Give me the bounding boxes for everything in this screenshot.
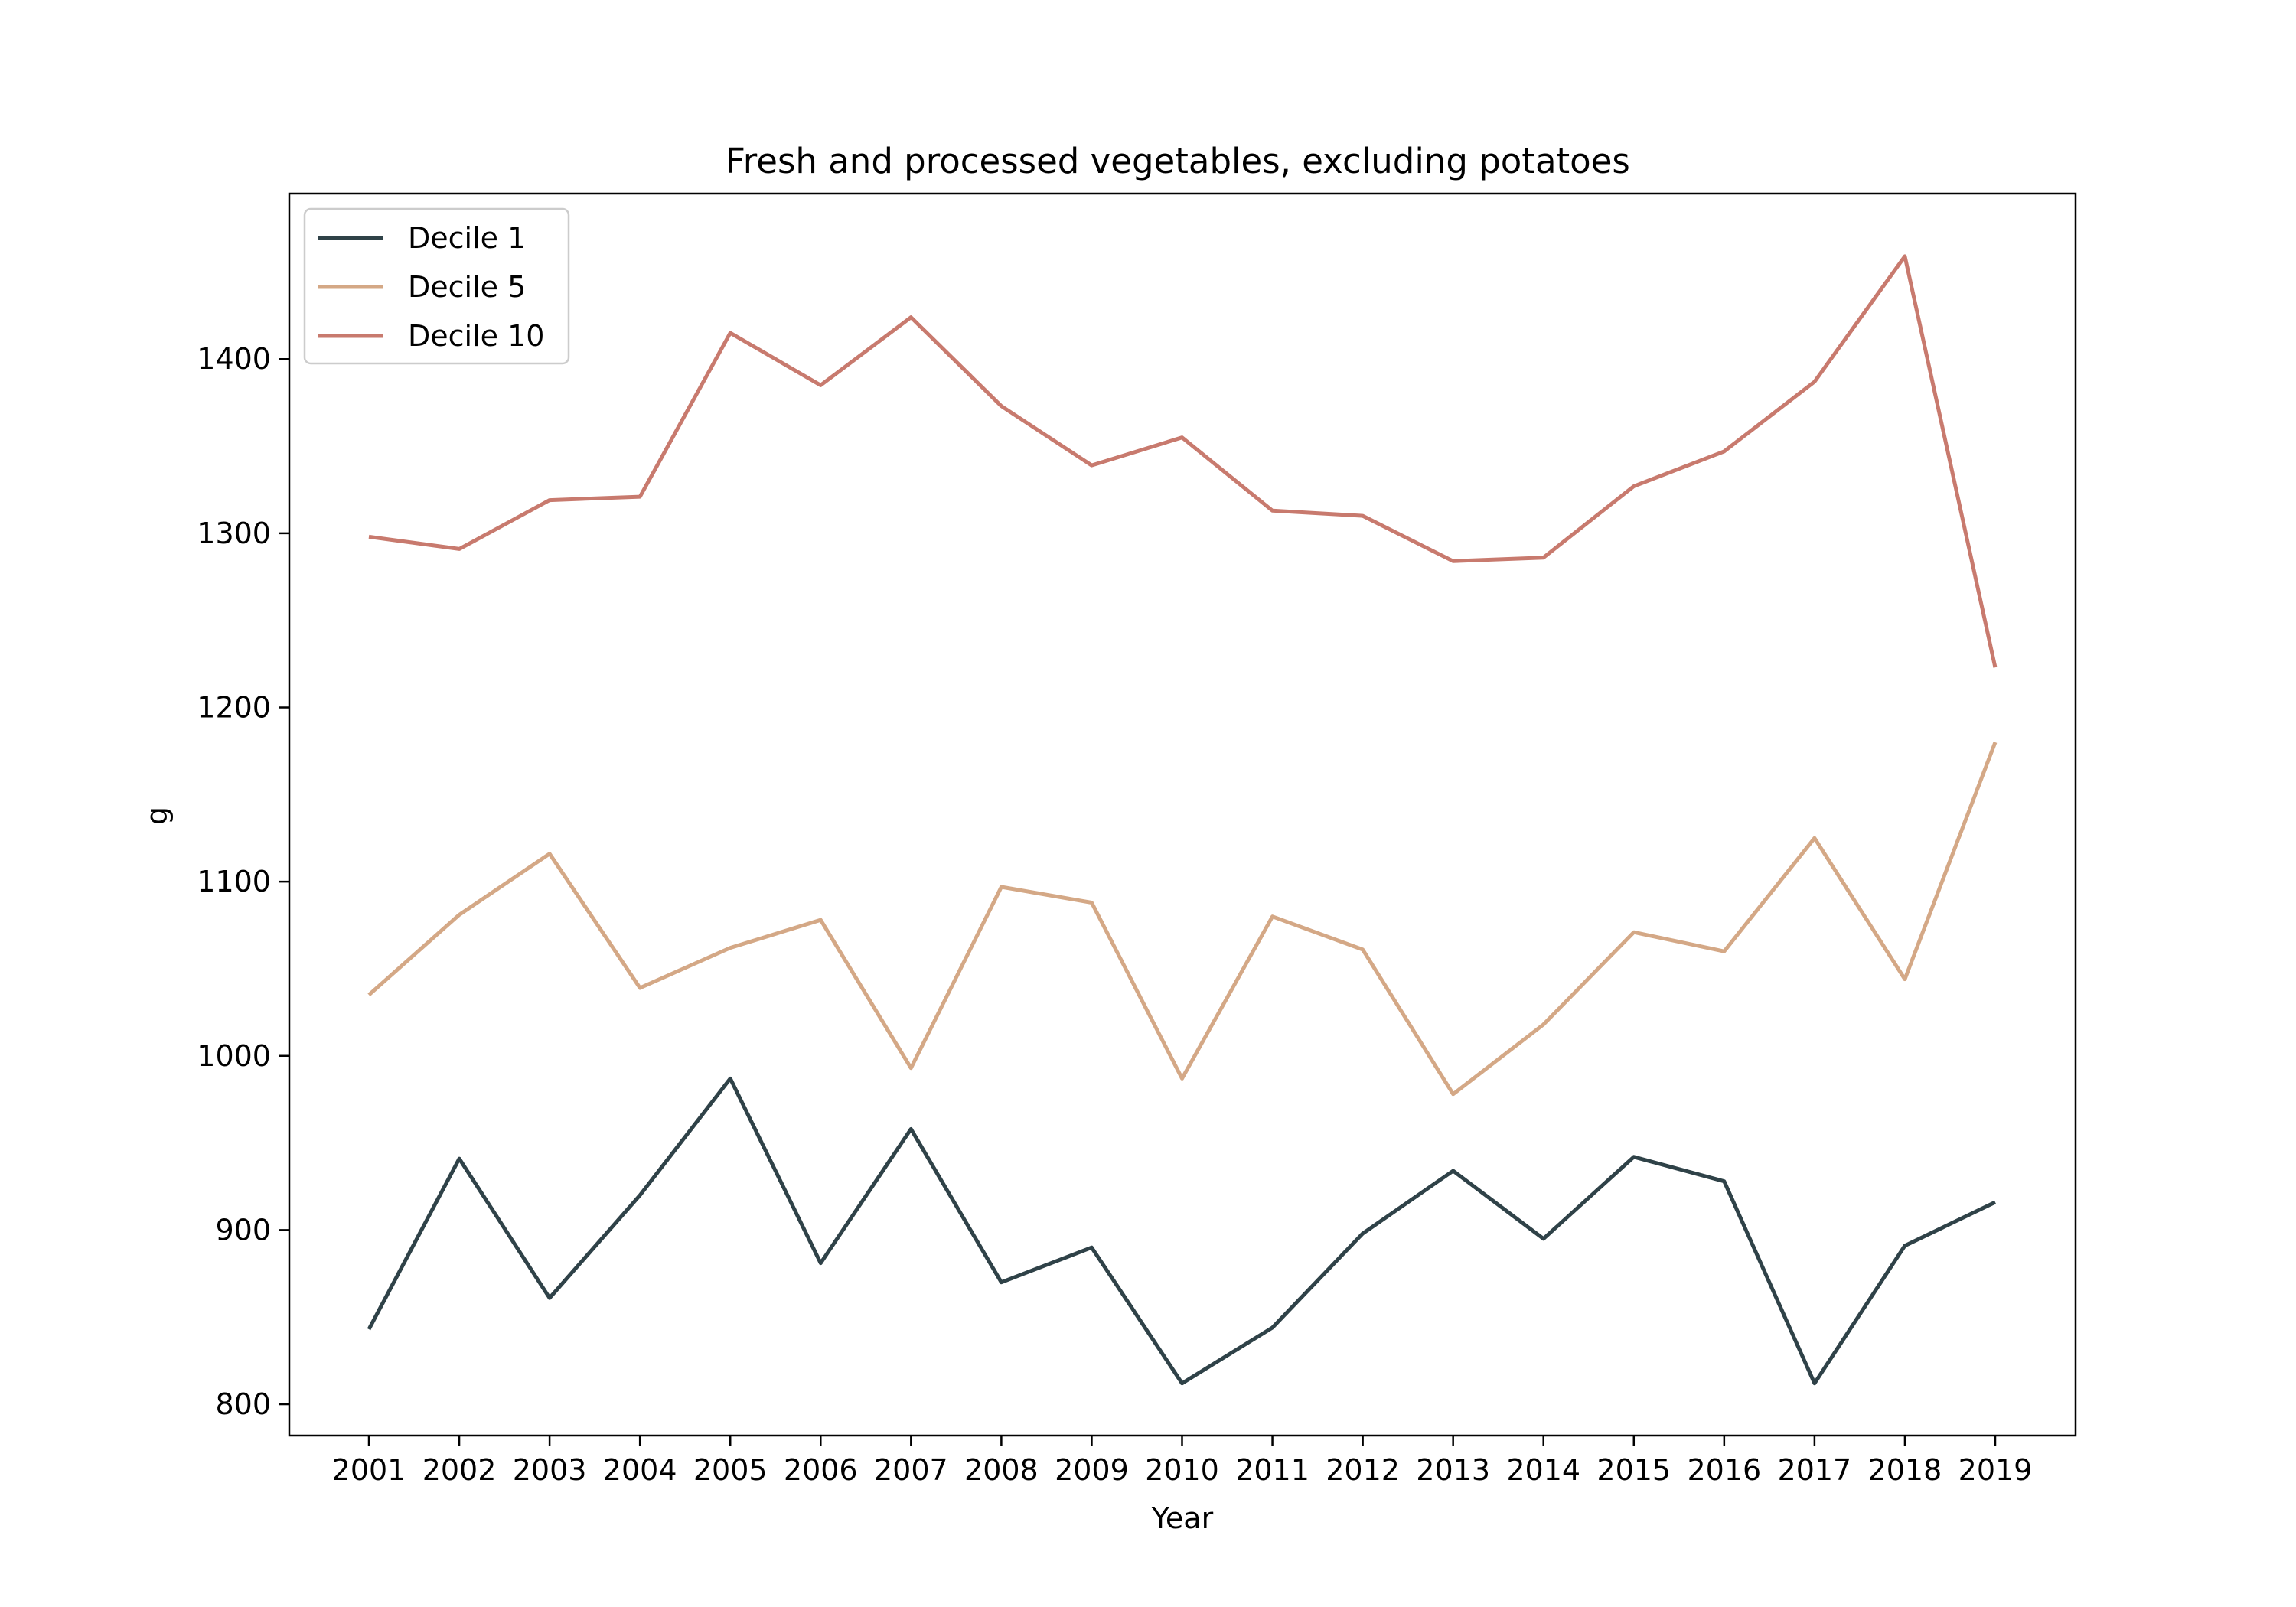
x-tick-label: 2019 [1958, 1453, 2033, 1487]
y-tick-label: 1200 [197, 691, 271, 725]
y-tick-label: 1300 [197, 517, 271, 550]
x-tick-label: 2010 [1145, 1453, 1219, 1487]
x-tick-label: 2018 [1868, 1453, 1942, 1487]
x-tick-label: 2013 [1416, 1453, 1490, 1487]
x-tick-label: 2009 [1055, 1453, 1129, 1487]
x-tick-label: 2005 [693, 1453, 768, 1487]
x-tick-label: 2002 [422, 1453, 497, 1487]
x-axis: 2001 2002 2003 2004 2005 2006 2007 2008 2009 2010… [332, 1436, 2033, 1487]
legend: Decile 1 Decile 5 Decile 10 [303, 207, 570, 365]
plot-area [367, 254, 1998, 1386]
y-tick-label: 1100 [197, 865, 271, 898]
x-tick-label: 2001 [332, 1453, 406, 1487]
x-tick-label: 2007 [874, 1453, 948, 1487]
x-tick-label: 2017 [1778, 1453, 1852, 1487]
x-tick-label: 2011 [1235, 1453, 1309, 1487]
legend-label: Decile 1 [408, 221, 526, 255]
series-line-decile-1 [367, 1076, 1997, 1386]
x-tick-label: 2016 [1687, 1453, 1761, 1487]
x-tick-label: 2003 [513, 1453, 587, 1487]
x-tick-label: 2006 [784, 1453, 858, 1487]
series-line-decile-10 [368, 254, 1998, 668]
legend-box [303, 207, 570, 365]
x-tick-label: 2015 [1596, 1453, 1671, 1487]
y-tick-label: 800 [215, 1387, 271, 1421]
y-tick-label: 900 [215, 1213, 271, 1247]
x-axis-label: Year [1151, 1501, 1214, 1535]
y-tick-label: 1000 [197, 1039, 271, 1073]
y-tick-label: 1400 [197, 342, 271, 376]
y-axis-label: g [140, 807, 174, 825]
legend-label: Decile 5 [408, 270, 526, 304]
chart-title: Fresh and processed vegetables, excludin… [726, 141, 1630, 181]
legend-label: Decile 10 [408, 319, 544, 353]
x-tick-label: 2012 [1326, 1453, 1400, 1487]
y-axis: 800 900 1000 1100 1200 1300 1400 [197, 342, 289, 1421]
x-tick-label: 2008 [964, 1453, 1039, 1487]
series-line-decile-5 [367, 742, 1998, 1097]
x-tick-label: 2004 [603, 1453, 677, 1487]
x-tick-label: 2014 [1506, 1453, 1580, 1487]
